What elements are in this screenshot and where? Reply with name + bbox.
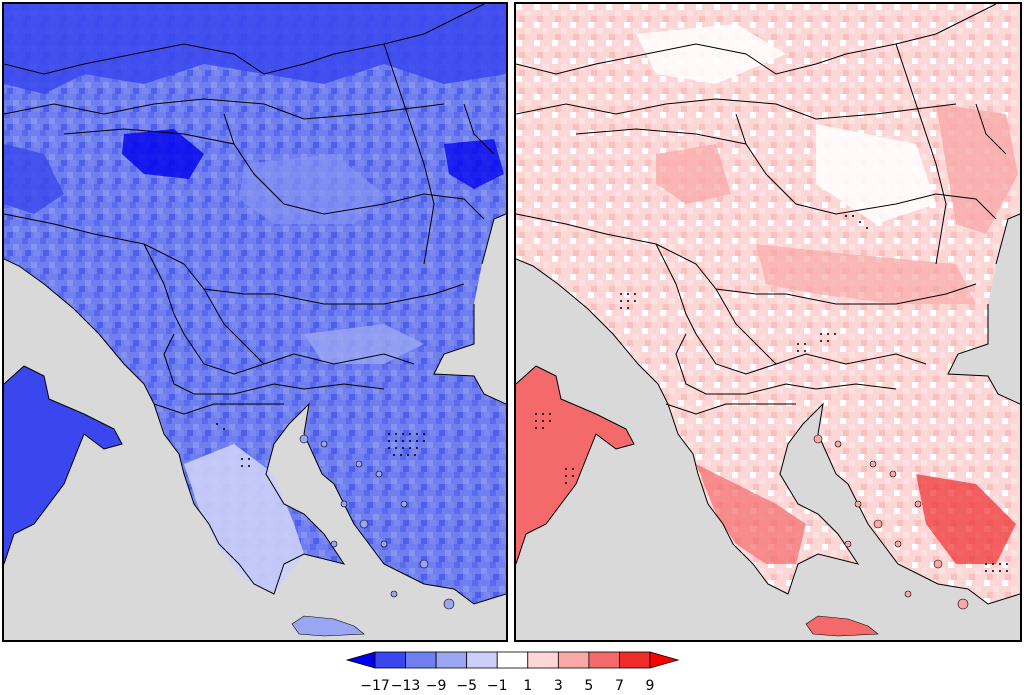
colorbar-tick-label: 5 bbox=[584, 678, 593, 694]
colorbar: −17 −13 −9 −5 −1 1 3 5 7 9 bbox=[345, 650, 680, 695]
colorbar-swatch bbox=[374, 651, 406, 669]
country-borders bbox=[516, 4, 1007, 415]
colorbar-swatches bbox=[345, 651, 680, 669]
colorbar-swatch bbox=[405, 651, 437, 669]
colorbar-labels: −17 −13 −9 −5 −1 1 3 5 7 9 bbox=[360, 678, 654, 694]
map-negative-svg bbox=[4, 4, 506, 640]
colorbar-tick-label: −9 bbox=[426, 678, 447, 694]
light-region-romania bbox=[239, 154, 384, 224]
map-positive-svg bbox=[516, 4, 1020, 640]
colorbar-arrow-low bbox=[345, 651, 376, 669]
white-region bbox=[816, 124, 936, 224]
dark-region-east bbox=[444, 139, 504, 189]
colorbar-swatch bbox=[527, 651, 559, 669]
warm-region-east bbox=[936, 104, 1018, 234]
colorbar-tick-label: −5 bbox=[456, 678, 477, 694]
warm-region-south bbox=[756, 244, 976, 304]
country-borders bbox=[4, 4, 495, 415]
colorbar-tick-label: −1 bbox=[487, 678, 508, 694]
map-panel-negative bbox=[2, 2, 508, 642]
significance-stipple bbox=[216, 423, 425, 467]
colorbar-arrow-high bbox=[649, 651, 680, 669]
colorbar-swatch bbox=[466, 651, 498, 669]
dark-region-north bbox=[4, 4, 506, 94]
colorbar-tick-label: −13 bbox=[391, 678, 421, 694]
map-panel-positive bbox=[514, 2, 1022, 642]
coastlines bbox=[516, 213, 1020, 605]
aegean-islands bbox=[299, 434, 455, 610]
crete bbox=[291, 615, 365, 637]
significance-stipple bbox=[535, 215, 1008, 572]
dark-region-center bbox=[122, 129, 204, 179]
colorbar-swatch bbox=[588, 651, 620, 669]
colorbar-swatch bbox=[435, 651, 468, 669]
dark-region-west bbox=[4, 144, 64, 214]
light-region-greece bbox=[184, 444, 304, 594]
colorbar-swatch bbox=[496, 651, 529, 669]
colorbar-swatch bbox=[557, 651, 590, 669]
light-region-bulgaria bbox=[304, 324, 424, 364]
colorbar-swatch bbox=[619, 651, 651, 669]
colorbar-tick-label: 7 bbox=[615, 678, 624, 694]
colorbar-tick-label: 9 bbox=[646, 678, 655, 694]
colorbar-tick-label: 3 bbox=[554, 678, 563, 694]
warm-region-greece bbox=[696, 464, 806, 564]
italy-heel bbox=[4, 366, 122, 564]
white-region-north bbox=[636, 24, 786, 84]
aegean-islands bbox=[813, 434, 969, 610]
crete bbox=[805, 615, 879, 637]
hot-region-turkey bbox=[916, 474, 1016, 564]
colorbar-tick-label: 1 bbox=[523, 678, 532, 694]
colorbar-tick-label: −17 bbox=[360, 678, 390, 694]
coastlines bbox=[4, 213, 506, 605]
italy-heel bbox=[516, 366, 634, 564]
warm-region-center bbox=[656, 144, 731, 204]
colorbar-svg: −17 −13 −9 −5 −1 1 3 5 7 9 bbox=[345, 651, 680, 694]
